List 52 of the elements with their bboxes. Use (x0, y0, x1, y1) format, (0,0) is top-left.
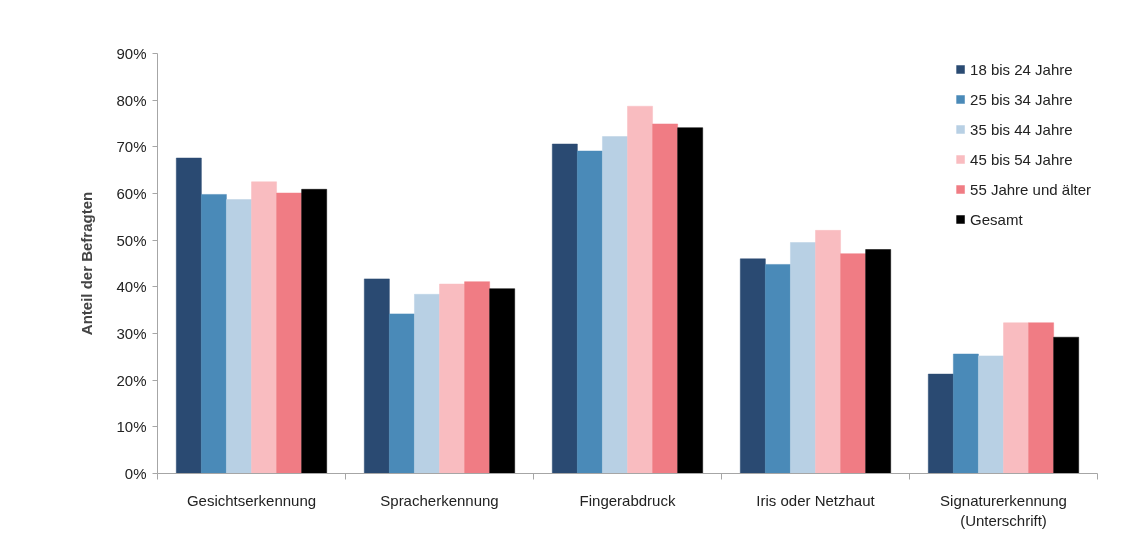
bar (815, 230, 841, 474)
x-tick-label: Gesichtserkennung (186, 491, 317, 509)
x-tick-label: Fingerabdruck (579, 491, 676, 509)
bar (790, 242, 816, 474)
y-tick-label: 20% (116, 371, 147, 389)
x-tick-label: Spracherkennung (380, 491, 499, 509)
bar (301, 189, 327, 474)
bar (577, 150, 603, 474)
y-tick-label: 70% (116, 138, 147, 156)
legend-label: 35 bis 44 Jahre (970, 119, 1073, 139)
bar (953, 353, 979, 474)
bar (1053, 336, 1079, 474)
y-axis-title: Anteil der Befragten (78, 191, 96, 336)
bar (677, 127, 703, 474)
bar (627, 105, 653, 474)
bar (552, 143, 578, 474)
legend-label: 45 bis 54 Jahre (970, 149, 1073, 169)
bar (740, 258, 766, 474)
legend-label: 25 bis 34 Jahre (970, 89, 1073, 109)
bar (414, 294, 440, 474)
bar (226, 199, 252, 474)
x-tick-label: Signaturerkennung (Unterschrift) (940, 491, 1067, 529)
bar (602, 136, 628, 474)
bar (865, 249, 891, 474)
bar (176, 157, 202, 474)
legend-label: 18 bis 24 Jahre (970, 59, 1073, 79)
bar (276, 192, 302, 474)
y-tick-label: 50% (116, 231, 147, 249)
y-tick-label: 60% (116, 185, 147, 202)
y-tick-label: 30% (116, 325, 147, 342)
y-tick-label: 40% (116, 278, 147, 296)
legend-label: 55 Jahre und älter (970, 179, 1091, 199)
bar (489, 288, 515, 474)
bar (389, 313, 415, 474)
bar (978, 355, 1004, 474)
x-tick-label: Iris oder Netzhaut (756, 491, 876, 509)
bar (1003, 322, 1029, 474)
y-tick-label: 80% (116, 91, 147, 109)
bar (840, 253, 866, 474)
bar (652, 123, 678, 474)
bar (201, 194, 227, 474)
y-tick-label: 90% (116, 45, 147, 62)
bar (364, 278, 390, 474)
bar (765, 264, 791, 474)
bar (928, 373, 954, 474)
legend-label: Gesamt (970, 209, 1023, 229)
y-tick-label: 0% (124, 465, 147, 482)
bar (464, 281, 490, 474)
bar (251, 181, 277, 474)
bar (439, 283, 465, 474)
y-tick-label: 10% (116, 418, 147, 436)
bar (1028, 322, 1054, 474)
